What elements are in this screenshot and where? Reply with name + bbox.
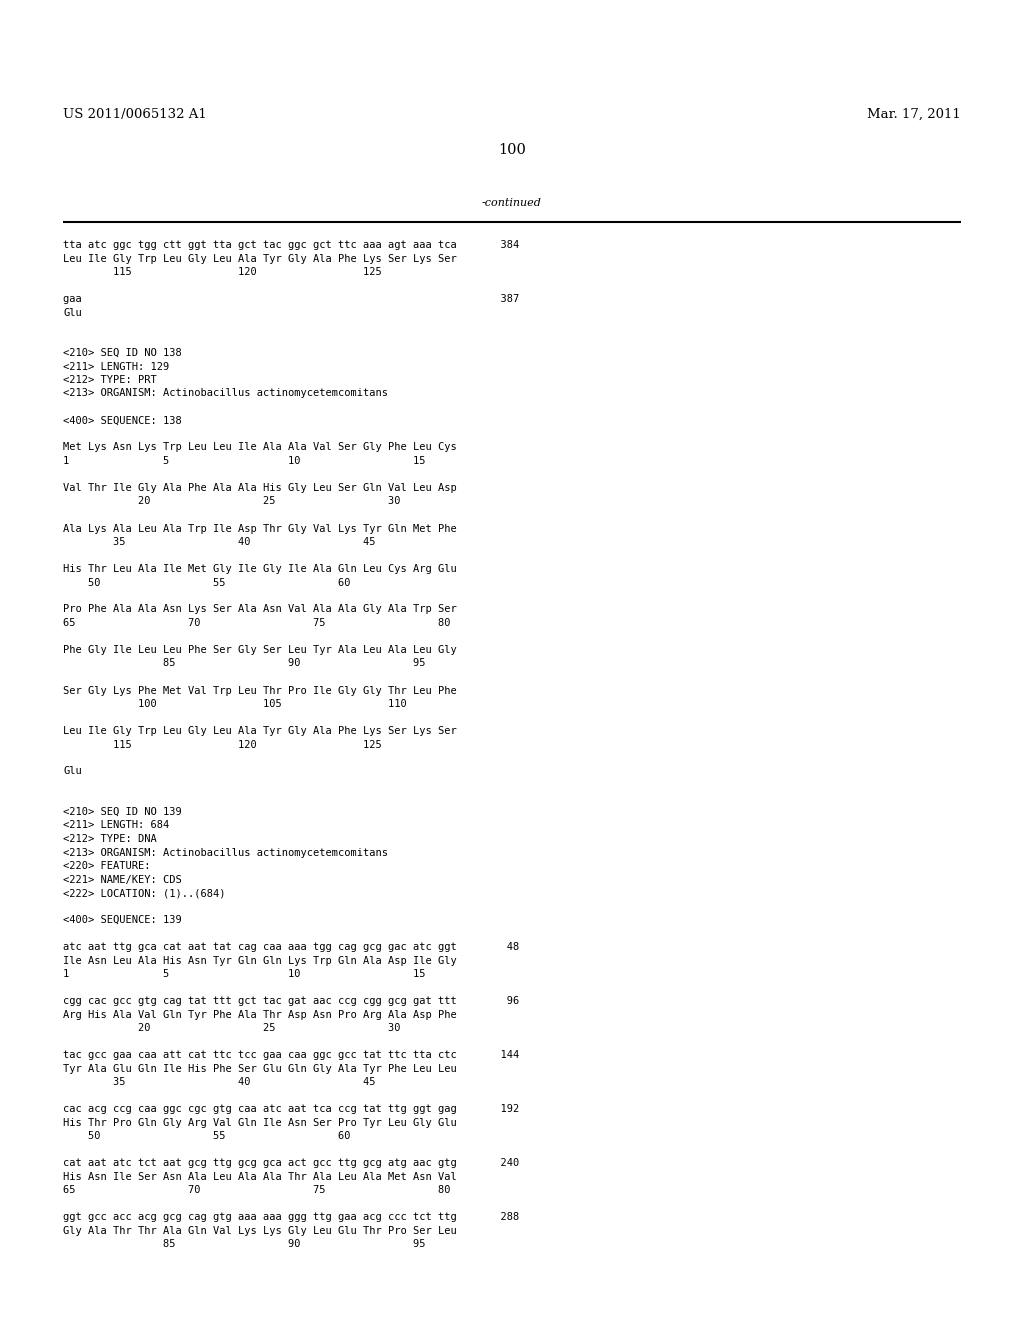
Text: Ile Asn Leu Ala His Asn Tyr Gln Gln Lys Trp Gln Ala Asp Ile Gly: Ile Asn Leu Ala His Asn Tyr Gln Gln Lys … [63, 956, 457, 965]
Text: Met Lys Asn Lys Trp Leu Leu Ile Ala Ala Val Ser Gly Phe Leu Cys: Met Lys Asn Lys Trp Leu Leu Ile Ala Ala … [63, 442, 457, 453]
Text: 35                  40                  45: 35 40 45 [63, 1077, 376, 1086]
Text: cat aat atc tct aat gcg ttg gcg gca act gcc ttg gcg atg aac gtg       240: cat aat atc tct aat gcg ttg gcg gca act … [63, 1158, 519, 1168]
Text: 100: 100 [498, 143, 526, 157]
Text: 50                  55                  60: 50 55 60 [63, 578, 350, 587]
Text: 115                 120                 125: 115 120 125 [63, 739, 382, 750]
Text: <211> LENGTH: 684: <211> LENGTH: 684 [63, 821, 169, 830]
Text: Val Thr Ile Gly Ala Phe Ala Ala His Gly Leu Ser Gln Val Leu Asp: Val Thr Ile Gly Ala Phe Ala Ala His Gly … [63, 483, 457, 492]
Text: <211> LENGTH: 129: <211> LENGTH: 129 [63, 362, 169, 371]
Text: atc aat ttg gca cat aat tat cag caa aaa tgg cag gcg gac atc ggt        48: atc aat ttg gca cat aat tat cag caa aaa … [63, 942, 519, 952]
Text: Phe Gly Ile Leu Leu Phe Ser Gly Ser Leu Tyr Ala Leu Ala Leu Gly: Phe Gly Ile Leu Leu Phe Ser Gly Ser Leu … [63, 645, 457, 655]
Text: 85                  90                  95: 85 90 95 [63, 659, 426, 668]
Text: 65                  70                  75                  80: 65 70 75 80 [63, 618, 451, 628]
Text: 1               5                   10                  15: 1 5 10 15 [63, 969, 426, 979]
Text: <400> SEQUENCE: 138: <400> SEQUENCE: 138 [63, 416, 181, 425]
Text: 20                  25                  30: 20 25 30 [63, 496, 400, 507]
Text: Tyr Ala Glu Gln Ile His Phe Ser Glu Gln Gly Ala Tyr Phe Leu Leu: Tyr Ala Glu Gln Ile His Phe Ser Glu Gln … [63, 1064, 457, 1073]
Text: Gly Ala Thr Thr Ala Gln Val Lys Lys Gly Leu Glu Thr Pro Ser Leu: Gly Ala Thr Thr Ala Gln Val Lys Lys Gly … [63, 1225, 457, 1236]
Text: Ala Lys Ala Leu Ala Trp Ile Asp Thr Gly Val Lys Tyr Gln Met Phe: Ala Lys Ala Leu Ala Trp Ile Asp Thr Gly … [63, 524, 457, 533]
Text: 35                  40                  45: 35 40 45 [63, 537, 376, 546]
Text: 115                 120                 125: 115 120 125 [63, 267, 382, 277]
Text: <212> TYPE: PRT: <212> TYPE: PRT [63, 375, 157, 385]
Text: -continued: -continued [482, 198, 542, 209]
Text: <220> FEATURE:: <220> FEATURE: [63, 861, 151, 871]
Text: Glu: Glu [63, 767, 82, 776]
Text: His Asn Ile Ser Asn Ala Leu Ala Ala Thr Ala Leu Ala Met Asn Val: His Asn Ile Ser Asn Ala Leu Ala Ala Thr … [63, 1172, 457, 1181]
Text: 85                  90                  95: 85 90 95 [63, 1239, 426, 1249]
Text: <210> SEQ ID NO 138: <210> SEQ ID NO 138 [63, 348, 181, 358]
Text: 1               5                   10                  15: 1 5 10 15 [63, 455, 426, 466]
Text: ggt gcc acc acg gcg cag gtg aaa aaa ggg ttg gaa acg ccc tct ttg       288: ggt gcc acc acg gcg cag gtg aaa aaa ggg … [63, 1212, 519, 1222]
Text: <221> NAME/KEY: CDS: <221> NAME/KEY: CDS [63, 874, 181, 884]
Text: gaa                                                                   387: gaa 387 [63, 294, 519, 304]
Text: <213> ORGANISM: Actinobacillus actinomycetemcomitans: <213> ORGANISM: Actinobacillus actinomyc… [63, 388, 388, 399]
Text: <210> SEQ ID NO 139: <210> SEQ ID NO 139 [63, 807, 181, 817]
Text: <212> TYPE: DNA: <212> TYPE: DNA [63, 834, 157, 843]
Text: <213> ORGANISM: Actinobacillus actinomycetemcomitans: <213> ORGANISM: Actinobacillus actinomyc… [63, 847, 388, 858]
Text: cac acg ccg caa ggc cgc gtg caa atc aat tca ccg tat ttg ggt gag       192: cac acg ccg caa ggc cgc gtg caa atc aat … [63, 1104, 519, 1114]
Text: 65                  70                  75                  80: 65 70 75 80 [63, 1185, 451, 1195]
Text: Glu: Glu [63, 308, 82, 318]
Text: Leu Ile Gly Trp Leu Gly Leu Ala Tyr Gly Ala Phe Lys Ser Lys Ser: Leu Ile Gly Trp Leu Gly Leu Ala Tyr Gly … [63, 726, 457, 737]
Text: Arg His Ala Val Gln Tyr Phe Ala Thr Asp Asn Pro Arg Ala Asp Phe: Arg His Ala Val Gln Tyr Phe Ala Thr Asp … [63, 1010, 457, 1019]
Text: Pro Phe Ala Ala Asn Lys Ser Ala Asn Val Ala Ala Gly Ala Trp Ser: Pro Phe Ala Ala Asn Lys Ser Ala Asn Val … [63, 605, 457, 615]
Text: Leu Ile Gly Trp Leu Gly Leu Ala Tyr Gly Ala Phe Lys Ser Lys Ser: Leu Ile Gly Trp Leu Gly Leu Ala Tyr Gly … [63, 253, 457, 264]
Text: 100                 105                 110: 100 105 110 [63, 700, 407, 709]
Text: His Thr Pro Gln Gly Arg Val Gln Ile Asn Ser Pro Tyr Leu Gly Glu: His Thr Pro Gln Gly Arg Val Gln Ile Asn … [63, 1118, 457, 1127]
Text: Mar. 17, 2011: Mar. 17, 2011 [867, 108, 961, 121]
Text: <400> SEQUENCE: 139: <400> SEQUENCE: 139 [63, 915, 181, 925]
Text: 20                  25                  30: 20 25 30 [63, 1023, 400, 1034]
Text: Ser Gly Lys Phe Met Val Trp Leu Thr Pro Ile Gly Gly Thr Leu Phe: Ser Gly Lys Phe Met Val Trp Leu Thr Pro … [63, 685, 457, 696]
Text: <222> LOCATION: (1)..(684): <222> LOCATION: (1)..(684) [63, 888, 225, 898]
Text: tta atc ggc tgg ctt ggt tta gct tac ggc gct ttc aaa agt aaa tca       384: tta atc ggc tgg ctt ggt tta gct tac ggc … [63, 240, 519, 249]
Text: cgg cac gcc gtg cag tat ttt gct tac gat aac ccg cgg gcg gat ttt        96: cgg cac gcc gtg cag tat ttt gct tac gat … [63, 997, 519, 1006]
Text: His Thr Leu Ala Ile Met Gly Ile Gly Ile Ala Gln Leu Cys Arg Glu: His Thr Leu Ala Ile Met Gly Ile Gly Ile … [63, 564, 457, 574]
Text: 50                  55                  60: 50 55 60 [63, 1131, 350, 1140]
Text: US 2011/0065132 A1: US 2011/0065132 A1 [63, 108, 207, 121]
Text: tac gcc gaa caa att cat ttc tcc gaa caa ggc gcc tat ttc tta ctc       144: tac gcc gaa caa att cat ttc tcc gaa caa … [63, 1049, 519, 1060]
